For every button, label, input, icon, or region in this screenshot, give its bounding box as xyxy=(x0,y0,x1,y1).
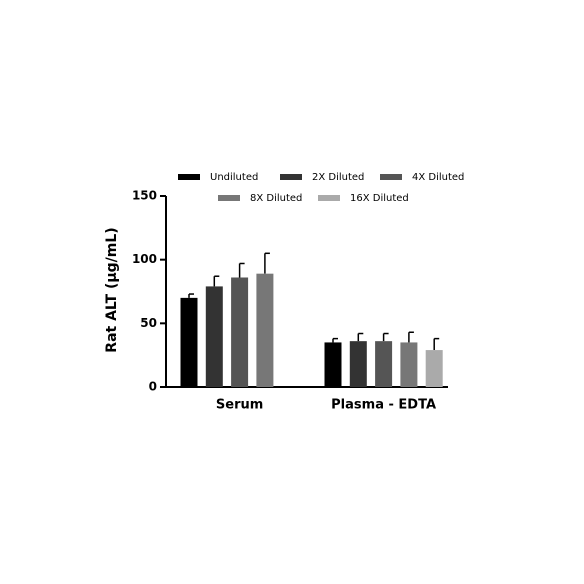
bar xyxy=(400,342,418,387)
x-tick-label: Plasma - EDTA xyxy=(331,398,436,413)
y-tick-label: 100 xyxy=(132,252,157,266)
bar xyxy=(205,286,223,387)
legend-label: 8X Diluted xyxy=(250,193,302,204)
bar xyxy=(256,273,274,387)
legend-swatch xyxy=(218,195,240,201)
legend-swatch xyxy=(178,174,200,180)
bar xyxy=(180,297,198,387)
legend-swatch xyxy=(380,174,402,180)
legend-label: 4X Diluted xyxy=(412,172,464,183)
bar xyxy=(231,277,249,387)
bar xyxy=(349,341,367,387)
legend-label: Undiluted xyxy=(210,172,258,183)
legend-swatch xyxy=(318,195,340,201)
bar xyxy=(375,341,393,387)
y-tick-label: 0 xyxy=(149,380,157,394)
legend-label: 2X Diluted xyxy=(312,172,364,183)
bar xyxy=(425,350,443,387)
x-tick-label: Serum xyxy=(216,398,263,413)
y-tick-label: 150 xyxy=(132,189,157,203)
y-tick-label: 50 xyxy=(140,316,157,330)
legend-swatch xyxy=(280,174,302,180)
legend-label: 16X Diluted xyxy=(350,193,409,204)
y-axis-label: Rat ALT (µg/mL) xyxy=(104,227,120,352)
bar xyxy=(324,342,342,387)
